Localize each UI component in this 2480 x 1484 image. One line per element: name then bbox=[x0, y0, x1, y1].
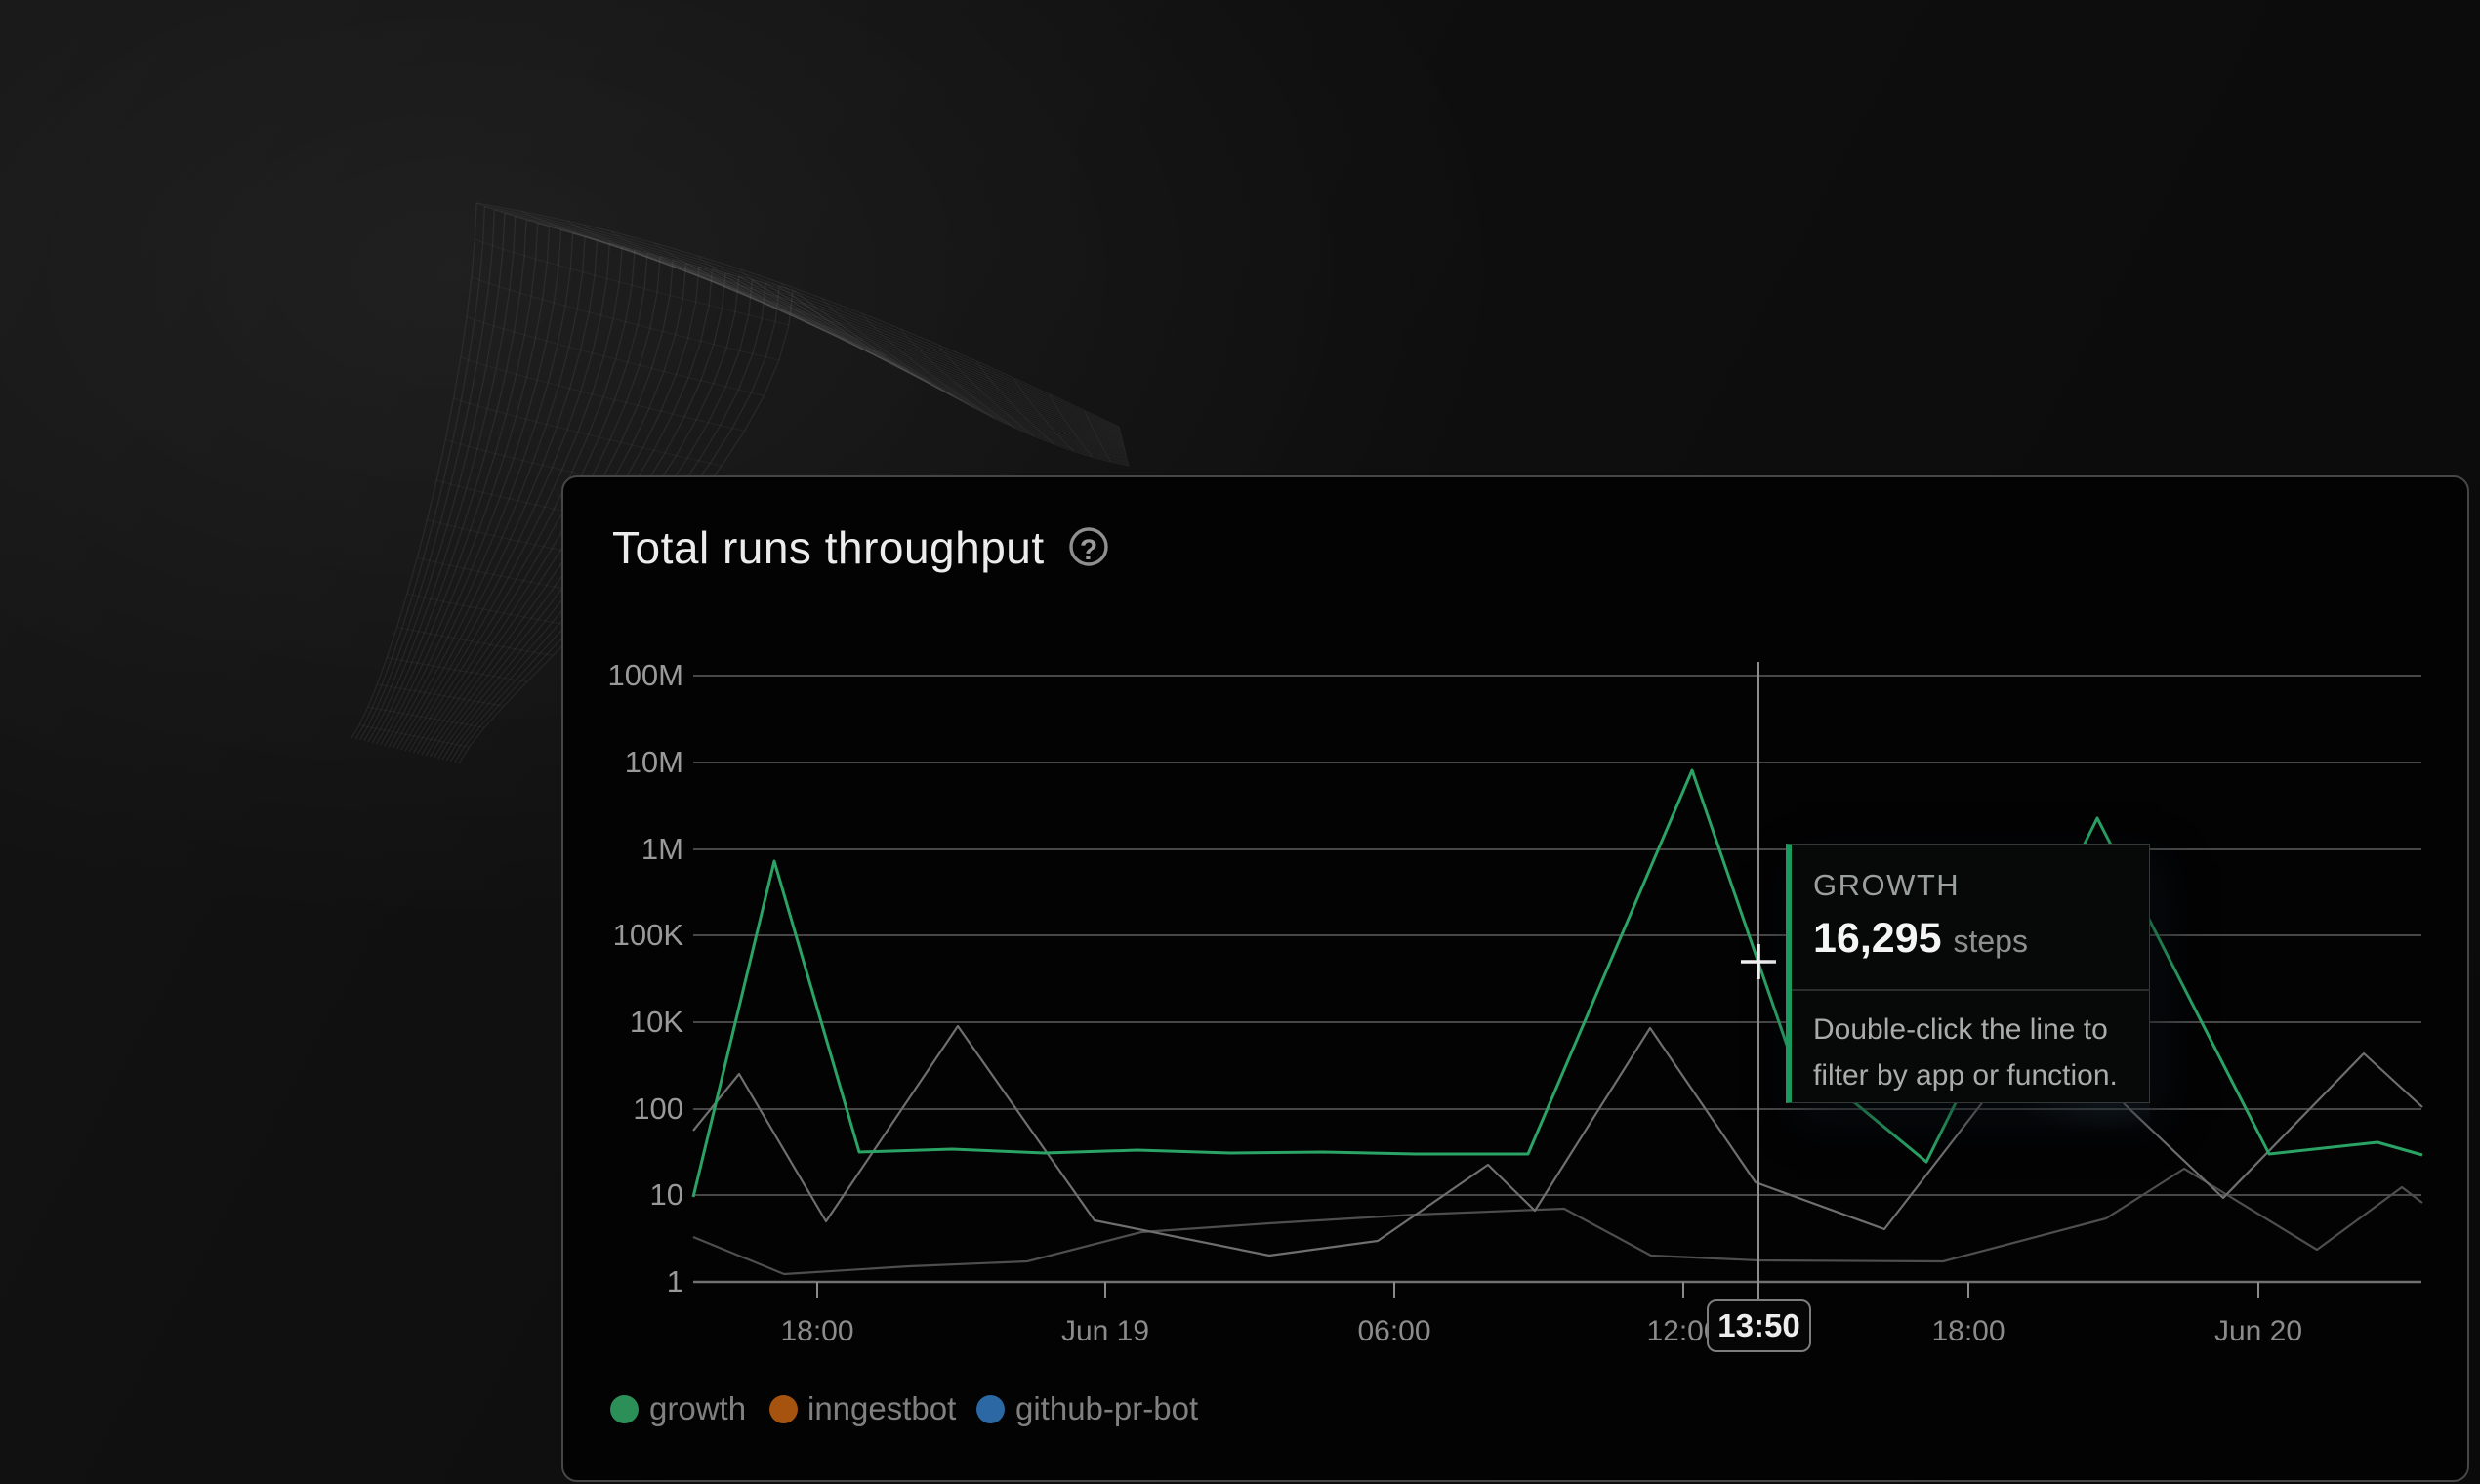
svg-text:?: ? bbox=[1080, 534, 1097, 566]
